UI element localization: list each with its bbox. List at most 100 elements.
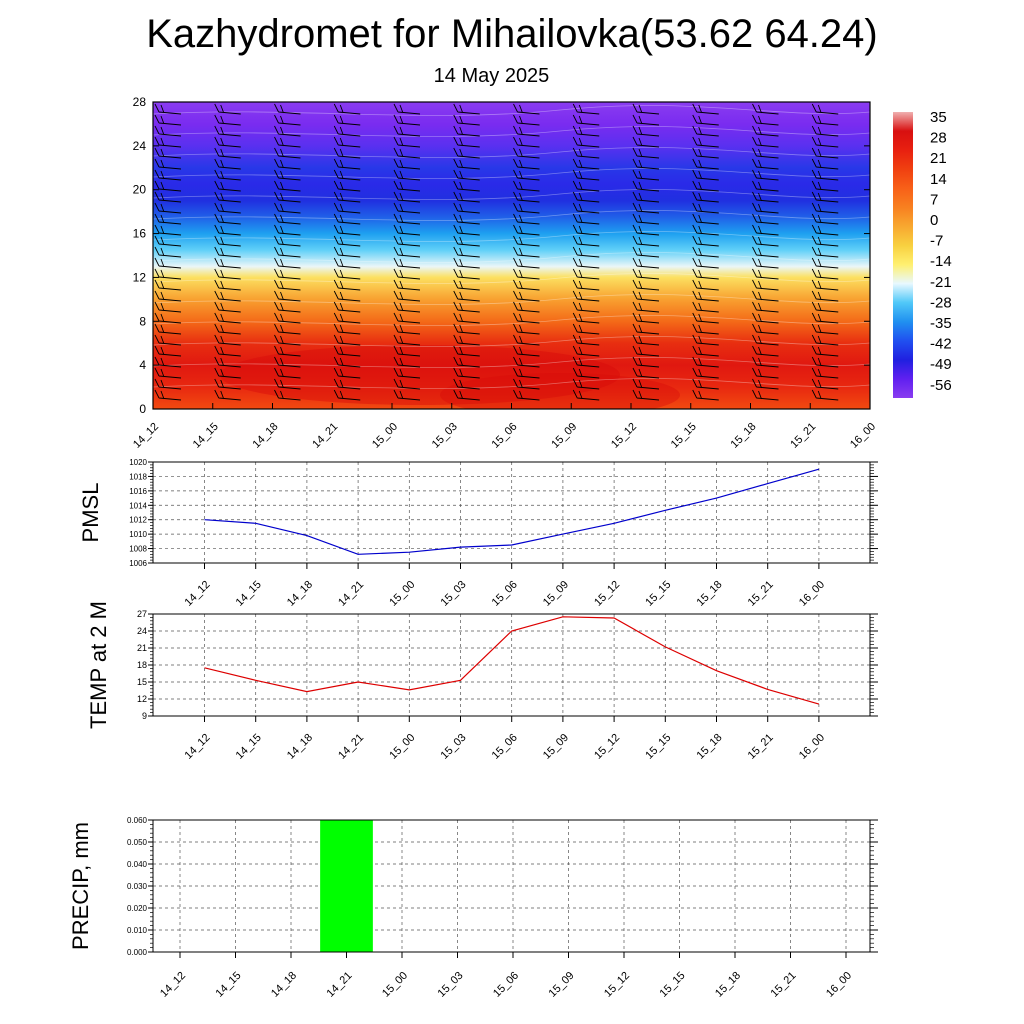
- wind-barb: [692, 103, 719, 115]
- wind-barb: [214, 147, 241, 159]
- wind-barb: [572, 356, 600, 368]
- wind-barb: [154, 103, 182, 115]
- y-tick-label: 21: [137, 643, 147, 653]
- wind-barb: [692, 257, 719, 269]
- y-tick-label: 0.000: [127, 948, 148, 957]
- wind-barb: [453, 125, 480, 137]
- wind-barb: [752, 345, 779, 357]
- wind-barb: [752, 290, 779, 302]
- wind-barb: [513, 213, 540, 225]
- x-tick-label: 15_00: [387, 732, 417, 762]
- x-tick-label: 15_18: [713, 970, 743, 1000]
- wind-barb: [274, 180, 301, 192]
- wind-barb: [214, 290, 241, 302]
- y-tick-label: 4: [139, 358, 146, 372]
- x-tick-label: 15_12: [592, 732, 622, 762]
- wind-barb: [154, 147, 182, 159]
- wind-barb: [453, 312, 480, 324]
- x-tick-label: 15_12: [602, 970, 632, 1000]
- y-tick-label: 1012: [129, 516, 147, 525]
- wind-barb: [632, 103, 660, 115]
- wind-barb: [692, 224, 719, 236]
- wind-barb: [632, 356, 660, 368]
- x-tick-label: 15_21: [769, 970, 799, 1000]
- wind-barb: [572, 180, 600, 192]
- wind-barb: [214, 246, 241, 258]
- wind-barb: [752, 312, 779, 324]
- wind-barb: [393, 345, 421, 357]
- wind-barb: [333, 103, 361, 115]
- wind-barb: [333, 224, 361, 236]
- y-tick-label: 1018: [129, 472, 147, 481]
- wind-barb: [154, 389, 182, 401]
- wind-barb: [214, 389, 241, 401]
- wind-barbs: [154, 103, 839, 401]
- warm-core: [440, 373, 680, 409]
- wind-barb: [274, 334, 301, 346]
- wind-barb: [752, 125, 779, 137]
- wind-barb: [333, 290, 361, 302]
- wind-barb: [752, 268, 779, 280]
- x-tick-label: 15_03: [439, 579, 469, 609]
- isotherm: [153, 273, 870, 284]
- wind-barb: [752, 246, 779, 258]
- wind-barb: [453, 158, 480, 170]
- wind-barb: [214, 169, 241, 181]
- wind-barb: [632, 125, 660, 137]
- wind-barb: [214, 301, 241, 313]
- wind-barb: [811, 334, 839, 346]
- wind-barb: [274, 147, 301, 159]
- wind-barb: [513, 180, 540, 192]
- wind-barb: [811, 125, 839, 137]
- colorbar-label: -35: [930, 315, 952, 332]
- wind-barb: [333, 191, 361, 203]
- wind-barb: [572, 202, 600, 214]
- wind-barb: [811, 169, 839, 181]
- wind-barb: [453, 147, 480, 159]
- wind-barb: [513, 389, 540, 401]
- x-tick-label: 15_15: [669, 421, 699, 451]
- wind-barb: [811, 191, 839, 203]
- wind-barb: [572, 136, 600, 148]
- wind-barb: [393, 125, 421, 137]
- wind-barb: [752, 224, 779, 236]
- wind-barb: [274, 279, 301, 291]
- isotherm: [153, 315, 870, 326]
- wind-barb: [811, 224, 839, 236]
- wind-barb: [811, 345, 839, 357]
- x-tick-label: 14_21: [325, 970, 355, 1000]
- wind-barb: [333, 136, 361, 148]
- wind-barb: [214, 268, 241, 280]
- wind-barb: [513, 356, 540, 368]
- wind-barb: [752, 356, 779, 368]
- wind-barb: [811, 246, 839, 258]
- wind-barb: [214, 158, 241, 170]
- wind-barb: [333, 180, 361, 192]
- wind-barb: [572, 334, 600, 346]
- isotherm: [153, 126, 870, 137]
- wind-barb: [393, 378, 421, 390]
- wind-barb: [154, 268, 182, 280]
- wind-barb: [632, 158, 660, 170]
- wind-barb: [632, 268, 660, 280]
- wind-barb: [692, 312, 719, 324]
- isotherm: [153, 378, 870, 389]
- wind-barb: [453, 191, 480, 203]
- wind-barb: [513, 114, 540, 126]
- wind-barb: [274, 356, 301, 368]
- wind-barb: [333, 312, 361, 324]
- y-tick-label: 1010: [129, 530, 147, 539]
- wind-barb: [811, 378, 839, 390]
- wind-barb: [393, 389, 421, 401]
- isotherm: [153, 210, 870, 221]
- colorbar-label: -7: [930, 233, 943, 250]
- x-tick-label: 15_18: [729, 421, 759, 451]
- x-tick-label: 15_03: [436, 970, 466, 1000]
- wind-barb: [811, 257, 839, 269]
- wind-barb: [333, 323, 361, 335]
- colorbar: 35 28 21 14 7 0 -7 -14 -21 -28 -35 -42 -49 -56: [893, 109, 952, 398]
- wind-barb: [692, 125, 719, 137]
- wind-barb: [453, 279, 480, 291]
- wind-barb: [572, 213, 600, 225]
- wind-barb: [752, 180, 779, 192]
